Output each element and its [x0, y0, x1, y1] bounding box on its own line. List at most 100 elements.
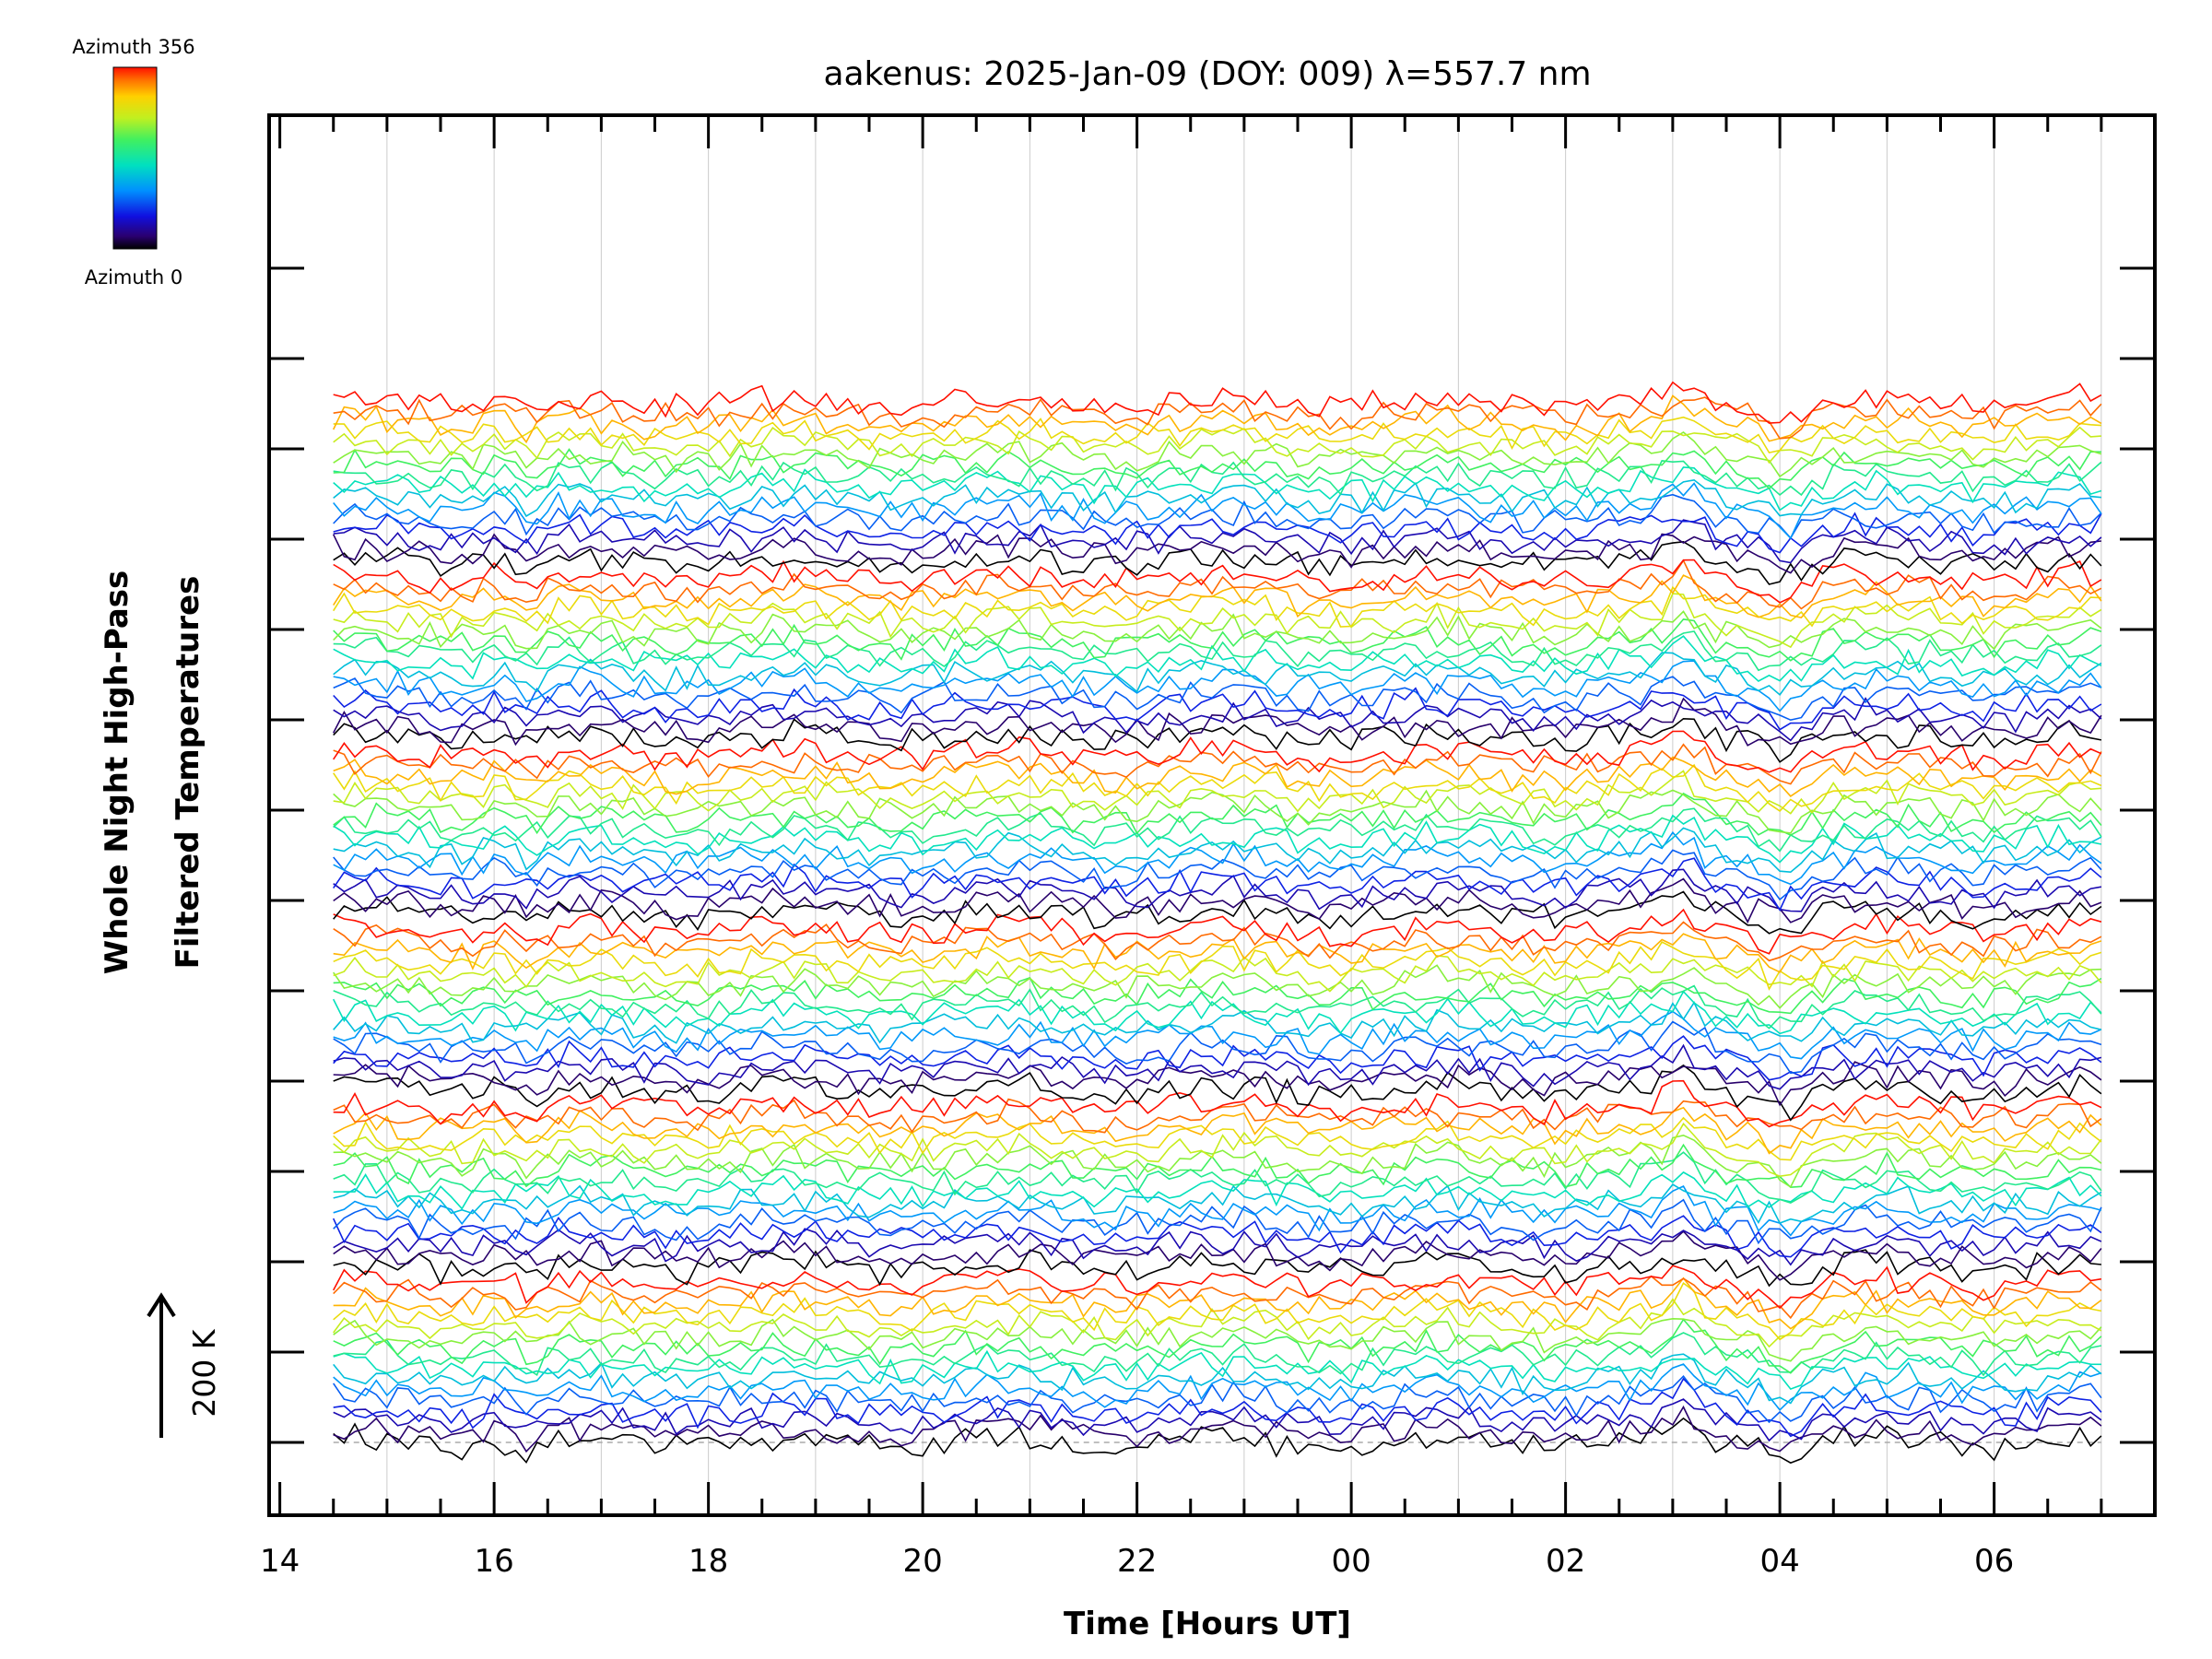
series-line: [333, 652, 2102, 696]
series-line: [333, 1122, 2102, 1178]
series-line: [333, 792, 2102, 836]
series-line: [333, 676, 2102, 722]
scale-label: 200 K: [186, 1328, 222, 1417]
series-line: [333, 908, 2102, 955]
series-line: [333, 964, 2101, 1009]
series-line: [333, 1001, 2102, 1044]
series-line: [333, 610, 2102, 651]
series-line: [333, 1405, 2102, 1453]
colorbar-top-label: Azimuth 356: [72, 36, 194, 58]
series-line: [333, 448, 2101, 490]
series-line: [333, 717, 2102, 763]
series-line: [333, 1061, 2102, 1107]
series-line: [333, 890, 2102, 935]
x-tick-label: 22: [1117, 1543, 1157, 1580]
x-axis-title: Time [Hours UT]: [1064, 1606, 1351, 1642]
series-line: [332, 394, 2102, 444]
series-line: [333, 630, 2102, 672]
chart-title: aakenus: 2025-Jan-09 (DOY: 009) λ=557.7 …: [823, 55, 1591, 93]
series-line: [333, 1349, 2101, 1391]
series-line: [333, 849, 2102, 901]
series-line: [333, 1275, 2102, 1320]
series-line: [333, 1277, 2102, 1330]
series-line: [333, 868, 2102, 912]
plot-frame: [267, 113, 2157, 1517]
series-line: [333, 1377, 2102, 1438]
series-line: [333, 743, 2102, 785]
x-tick-label: 20: [902, 1543, 942, 1580]
series-line: [332, 1265, 2102, 1310]
series-line: [333, 1332, 2102, 1377]
series-line: [333, 984, 2102, 1030]
series-line: [332, 1215, 2102, 1258]
x-tick-label: 06: [1974, 1543, 2014, 1580]
series-line: [333, 635, 2102, 682]
series-line: [333, 618, 2102, 662]
colorbar-bottom-label: Azimuth 0: [85, 266, 183, 288]
series-line: [333, 933, 2102, 973]
series-line: [333, 593, 2102, 649]
series-line: [333, 827, 2102, 874]
series-line: [333, 877, 2102, 924]
series-line: [333, 1184, 2102, 1237]
series-line: [333, 660, 2102, 712]
colorbar-gradient: [112, 66, 158, 250]
series-line: [333, 976, 2102, 1015]
series-group: [332, 381, 2102, 1465]
series-line: [333, 559, 2102, 610]
series-line: [333, 460, 2102, 497]
x-tick-label: 16: [474, 1543, 513, 1580]
series-line: [333, 730, 2102, 773]
series-line: [333, 1228, 2102, 1266]
series-line: [333, 585, 2101, 628]
series-line: [333, 540, 2102, 585]
series-line: [333, 1098, 2102, 1134]
series-line: [333, 466, 2102, 512]
series-line: [333, 1363, 2102, 1411]
series-line: [333, 770, 2101, 815]
series-line: [333, 857, 2102, 912]
series-line: [333, 493, 2102, 540]
series-line: [333, 1318, 2102, 1374]
series-line: [333, 1353, 2102, 1405]
series-line: [333, 1020, 2102, 1075]
series-line: [333, 559, 2102, 604]
series-line: [333, 1398, 2102, 1442]
series-line: [333, 1198, 2102, 1245]
colorbar: Azimuth 356 Azimuth 0: [72, 36, 194, 288]
series-line: [333, 763, 2102, 812]
series-line: [333, 1417, 2102, 1465]
series-line: [333, 1116, 2102, 1161]
y-axis-title-line2: Filtered Temperatures: [170, 576, 206, 970]
scale-arrow-head: [147, 1292, 176, 1318]
series-line: [333, 921, 2102, 962]
series-line: [333, 814, 2102, 864]
series-line: [333, 687, 2102, 731]
series-line: [333, 1171, 2102, 1210]
x-tick-label: 02: [1546, 1543, 1585, 1580]
series-line: [333, 519, 2102, 564]
series-line: [333, 1374, 2102, 1424]
series-line: [333, 1230, 2102, 1281]
series-line: [333, 431, 2102, 478]
axes: 14 16 18 20 22 00 02 04 06: [260, 113, 2157, 1580]
series-line: [333, 478, 2101, 518]
series-line: [333, 697, 2102, 742]
series-line: [333, 1281, 2102, 1341]
series-line: [333, 807, 2102, 853]
series-line: [333, 1134, 2102, 1189]
series-line: [333, 756, 2102, 797]
series-line: [333, 1298, 2102, 1348]
series-line: [333, 426, 2101, 465]
series-line: [333, 1010, 2102, 1060]
series-line: [333, 381, 2102, 424]
series-line: [333, 416, 2101, 454]
x-tick-label: 04: [1759, 1543, 1799, 1580]
series-line: [333, 512, 2102, 554]
x-tick-label: 14: [260, 1543, 300, 1580]
series-line: [333, 1064, 2102, 1122]
series-line: [333, 830, 2102, 886]
series-line: [333, 482, 2102, 540]
series-line: [333, 955, 2102, 993]
